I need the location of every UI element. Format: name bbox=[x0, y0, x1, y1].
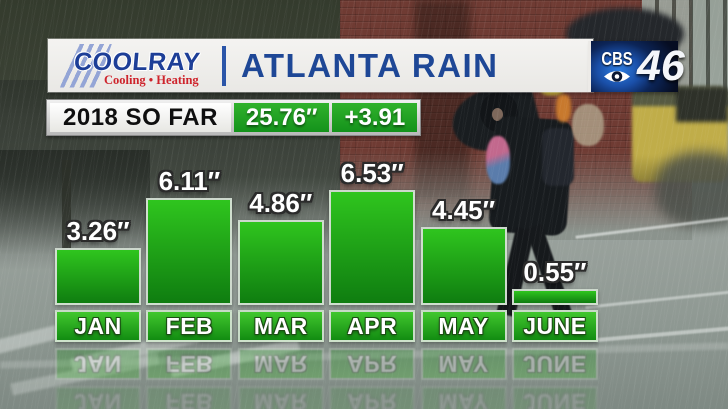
bar-value-label: 6.11″ bbox=[158, 165, 221, 196]
bar-column-feb: 6.11″ bbox=[146, 165, 233, 305]
bar-value-label: 6.53″ bbox=[340, 158, 404, 189]
bar-column-apr: 6.53″ bbox=[329, 158, 416, 305]
vehicle-cab-window bbox=[676, 88, 728, 122]
bar bbox=[146, 197, 233, 305]
bar-value-label: 0.55″ bbox=[523, 257, 587, 287]
bar-column-jan: 3.26″ bbox=[55, 218, 141, 305]
month-label-jan-reflection: JAN bbox=[55, 348, 141, 380]
month-label-may-reflection: MAY bbox=[420, 348, 507, 380]
cbs-eye-icon bbox=[604, 70, 630, 82]
cbs46-logo: CBS 46 bbox=[591, 41, 685, 92]
month-label-june: JUNE bbox=[511, 310, 598, 342]
header-bar: COOLRAY Cooling • Heating ATLANTA RAIN bbox=[48, 39, 593, 92]
month-label-feb: FEB bbox=[146, 310, 233, 342]
month-label-feb-reflection: FEB bbox=[146, 386, 233, 409]
coolray-tagline: Cooling • Heating bbox=[104, 72, 199, 87]
bar bbox=[420, 226, 507, 305]
month-label-apr: APR bbox=[329, 310, 416, 342]
coolray-logo: COOLRAY Cooling • Heating bbox=[60, 43, 214, 89]
cbs-channel-number: 46 bbox=[637, 42, 685, 90]
cbs-logo-left: CBS bbox=[598, 50, 636, 84]
bar bbox=[237, 219, 324, 305]
bar-value-label: 4.45″ bbox=[432, 194, 496, 225]
month-label-june-reflection: JUNE bbox=[511, 348, 598, 380]
bar bbox=[511, 289, 598, 305]
month-label-june-reflection: JUNE bbox=[511, 386, 598, 409]
bar-column-may: 4.45″ bbox=[420, 194, 507, 305]
month-label-mar-reflection: MAR bbox=[237, 348, 324, 380]
month-row-reflection-2: JAN FEB MAR APR MAY JUNE bbox=[55, 386, 598, 409]
month-row: JAN FEB MAR APR MAY JUNE bbox=[55, 310, 598, 342]
month-label-apr-reflection: APR bbox=[329, 348, 416, 380]
summary-badge: 2018 SO FAR 25.76″ +3.91 bbox=[46, 99, 422, 136]
cbs-wordmark: CBS bbox=[601, 48, 633, 69]
bar bbox=[55, 247, 141, 305]
bar-column-mar: 4.86″ bbox=[237, 187, 324, 305]
pedestrian-shirt bbox=[486, 136, 510, 184]
summary-total: 25.76″ bbox=[233, 103, 330, 132]
month-label-may: MAY bbox=[420, 310, 507, 342]
bar-column-june: 0.55″ bbox=[511, 257, 598, 305]
bar-value-label: 4.86″ bbox=[249, 187, 313, 218]
summary-departure: +3.91 bbox=[332, 103, 418, 132]
bar-chart: 3.26″ 6.11″ 4.86″ 6.53″ 4.45″ 0.55″ bbox=[55, 140, 598, 305]
street-shadow bbox=[655, 152, 728, 227]
page-title: ATLANTA RAIN bbox=[241, 46, 499, 84]
bar-value-label: 3.26″ bbox=[66, 215, 130, 246]
month-label-jan: JAN bbox=[55, 310, 141, 342]
orange-vest-person bbox=[556, 94, 571, 122]
bar bbox=[329, 190, 416, 305]
summary-label: 2018 SO FAR bbox=[50, 103, 231, 132]
month-label-feb-reflection: FEB bbox=[146, 348, 233, 380]
month-label-mar-reflection: MAR bbox=[237, 386, 324, 409]
header-divider bbox=[222, 45, 226, 86]
month-row-reflection-1: JAN FEB MAR APR MAY JUNE bbox=[55, 348, 598, 380]
plastic-bag bbox=[572, 104, 604, 146]
pedestrian-face bbox=[492, 108, 503, 121]
month-label-mar: MAR bbox=[237, 310, 324, 342]
pedestrian-backpack bbox=[542, 128, 574, 186]
month-label-may-reflection: MAY bbox=[420, 386, 507, 409]
month-label-jan-reflection: JAN bbox=[55, 386, 141, 409]
signal-pole bbox=[62, 160, 71, 255]
month-label-apr-reflection: APR bbox=[329, 386, 416, 409]
